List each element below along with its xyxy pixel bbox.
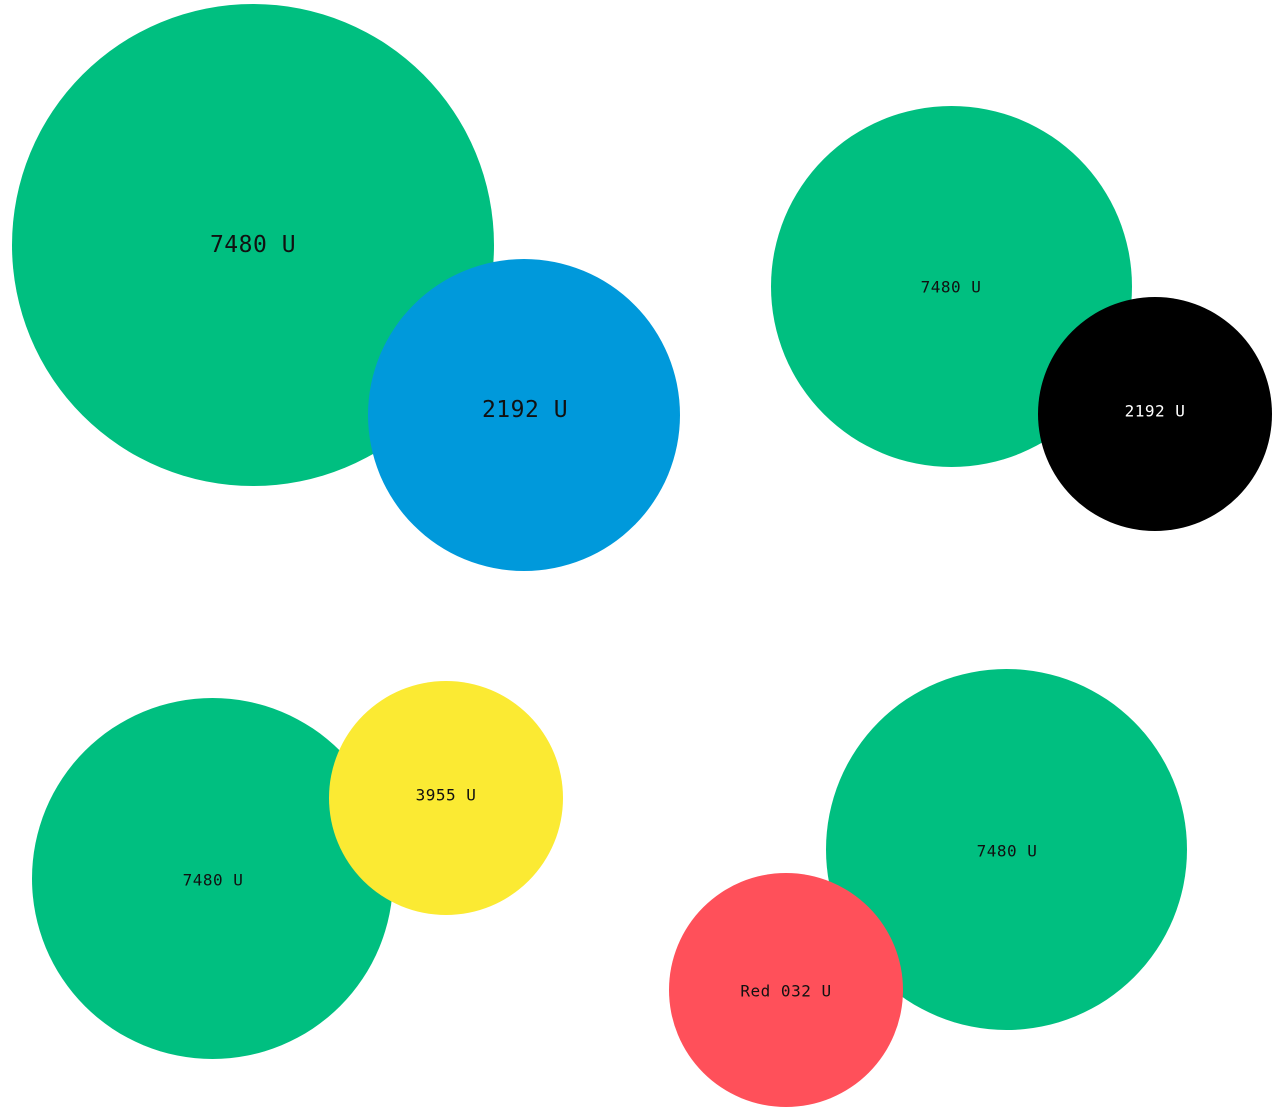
swatch-label-7480-u: 7480 U [209,232,297,258]
swatch-label-2192-u: 2192 U [481,397,569,423]
swatch-circle-3955-u [329,681,563,915]
swatch-label-7480-u: 7480 U [920,277,982,297]
swatch-label-2192-u: 2192 U [1124,401,1186,421]
swatch-circle-2192-u [368,259,680,571]
swatch-label-7480-u: 7480 U [182,870,244,890]
swatch-circle-2192-u-black [1038,297,1272,531]
swatch-circle-red-032-u [669,873,903,1107]
swatch-label-3955-u: 3955 U [415,785,477,805]
swatch-label-red-032-u: Red 032 U [740,981,832,1001]
swatch-circle-7480-u [32,698,393,1059]
swatch-label-7480-u: 7480 U [976,841,1038,861]
